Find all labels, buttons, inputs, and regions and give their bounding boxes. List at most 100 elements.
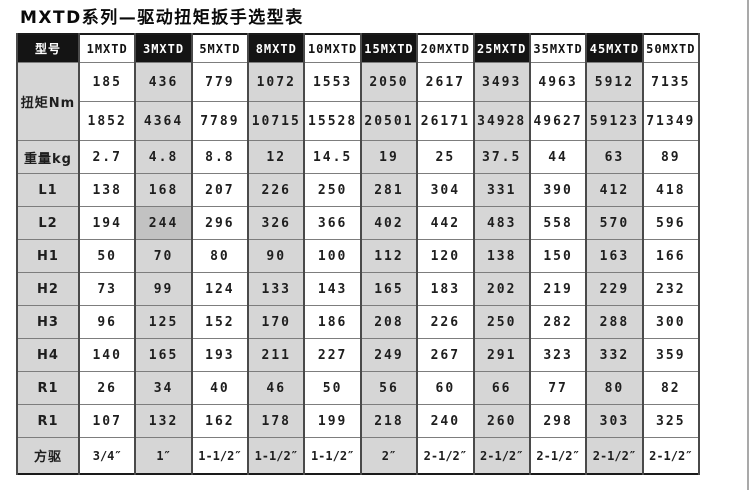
- table-row: L1 138 168 207 226 250 281 304 331 390 412 418: [16, 173, 701, 207]
- page-edge-line: [747, 0, 749, 490]
- value-cell: 2-1/2″: [472, 437, 531, 475]
- row-label: R1: [16, 404, 80, 438]
- value-cell: 303: [585, 404, 644, 438]
- header-model-cell: 20MXTD: [416, 33, 475, 63]
- header-model-cell: 3MXTD: [134, 33, 193, 63]
- value-cell: 120: [416, 239, 475, 273]
- value-cell: 46: [247, 371, 306, 405]
- torque-max-cell: 4364: [134, 101, 193, 141]
- table-row: H4 140 165 193 211 227 249 267 291 323 332 359: [16, 338, 701, 372]
- torque-max-cell: 1852: [77, 101, 137, 141]
- value-cell: 442: [416, 206, 475, 240]
- value-cell: 2.7: [77, 140, 137, 174]
- torque-min-cell: 1072: [247, 62, 306, 102]
- value-cell: 326: [247, 206, 306, 240]
- value-cell: 260: [472, 404, 531, 438]
- table-row: 重量kg 2.7 4.8 8.8 12 14.5 19 25 37.5 44 63 89: [16, 140, 701, 174]
- value-cell: 211: [247, 338, 306, 372]
- value-cell: 56: [359, 371, 419, 405]
- value-cell: 1-1/2″: [247, 437, 306, 475]
- value-cell: 291: [472, 338, 531, 372]
- value-cell: 50: [77, 239, 137, 273]
- value-cell: 40: [190, 371, 250, 405]
- value-cell: 12: [247, 140, 306, 174]
- value-cell: 250: [303, 173, 362, 207]
- row-label: H1: [16, 239, 80, 273]
- value-cell: 267: [416, 338, 475, 372]
- value-cell: 165: [359, 272, 419, 306]
- value-cell: 219: [528, 272, 588, 306]
- row-label: L2: [16, 206, 80, 240]
- value-cell: 226: [416, 305, 475, 339]
- header-model-cell: 25MXTD: [472, 33, 531, 63]
- header-model-cell: 35MXTD: [528, 33, 588, 63]
- table-row: R1 26 34 40 46 50 56 60 66 77 80 82: [16, 371, 701, 405]
- value-cell: 4.8: [134, 140, 193, 174]
- value-cell: 2-1/2″: [585, 437, 644, 475]
- value-cell: 186: [303, 305, 362, 339]
- value-cell: 89: [641, 140, 701, 174]
- value-cell: 63: [585, 140, 644, 174]
- value-cell: 402: [359, 206, 419, 240]
- value-cell: 133: [247, 272, 306, 306]
- value-cell: 390: [528, 173, 588, 207]
- value-cell: 19: [359, 140, 419, 174]
- value-cell: 183: [416, 272, 475, 306]
- value-cell: 2-1/2″: [528, 437, 588, 475]
- value-cell: 194: [77, 206, 137, 240]
- value-cell: 300: [641, 305, 701, 339]
- value-cell: 332: [585, 338, 644, 372]
- row-label: L1: [16, 173, 80, 207]
- value-cell: 138: [472, 239, 531, 273]
- value-cell: 163: [585, 239, 644, 273]
- row-label: R1: [16, 371, 80, 405]
- value-cell: 570: [585, 206, 644, 240]
- value-cell: 44: [528, 140, 588, 174]
- row-label: 重量kg: [16, 140, 80, 174]
- value-cell: 150: [528, 239, 588, 273]
- value-cell: 37.5: [472, 140, 531, 174]
- value-cell: 170: [247, 305, 306, 339]
- row-label: H4: [16, 338, 80, 372]
- value-cell: 244: [134, 206, 193, 240]
- table-header-row: 型号 1MXTD 3MXTD 5MXTD 8MXTD 10MXTD 15MXTD 20MXTD…: [16, 33, 701, 63]
- value-cell: 2-1/2″: [641, 437, 701, 475]
- value-cell: 80: [190, 239, 250, 273]
- value-cell: 1-1/2″: [190, 437, 250, 475]
- value-cell: 366: [303, 206, 362, 240]
- value-cell: 2-1/2″: [416, 437, 475, 475]
- header-model-cell: 10MXTD: [303, 33, 362, 63]
- value-cell: 166: [641, 239, 701, 273]
- value-cell: 199: [303, 404, 362, 438]
- table-body: 扭矩Nm 185 436 779 1072 1553 2050 2617 3493 4963 591…: [16, 62, 701, 475]
- value-cell: 14.5: [303, 140, 362, 174]
- value-cell: 73: [77, 272, 137, 306]
- value-cell: 304: [416, 173, 475, 207]
- value-cell: 143: [303, 272, 362, 306]
- value-cell: 152: [190, 305, 250, 339]
- torque-min-cell: 436: [134, 62, 193, 102]
- value-cell: 8.8: [190, 140, 250, 174]
- value-cell: 202: [472, 272, 531, 306]
- value-cell: 107: [77, 404, 137, 438]
- value-cell: 140: [77, 338, 137, 372]
- value-cell: 26: [77, 371, 137, 405]
- value-cell: 240: [416, 404, 475, 438]
- torque-min-cell: 2050: [359, 62, 419, 102]
- torque-max-cell: 15528: [303, 101, 362, 141]
- torque-max-cell: 10715: [247, 101, 306, 141]
- value-cell: 34: [134, 371, 193, 405]
- value-cell: 288: [585, 305, 644, 339]
- value-cell: 325: [641, 404, 701, 438]
- value-cell: 331: [472, 173, 531, 207]
- value-cell: 207: [190, 173, 250, 207]
- value-cell: 162: [190, 404, 250, 438]
- torque-max-cell: 71349: [641, 101, 701, 141]
- header-model-cell: 1MXTD: [77, 33, 137, 63]
- value-cell: 418: [641, 173, 701, 207]
- table-row: L2 194 244 296 326 366 402 442 483 558 570 596: [16, 206, 701, 240]
- value-cell: 298: [528, 404, 588, 438]
- table-head: 型号 1MXTD 3MXTD 5MXTD 8MXTD 10MXTD 15MXTD 20MXTD…: [16, 33, 701, 63]
- value-cell: 232: [641, 272, 701, 306]
